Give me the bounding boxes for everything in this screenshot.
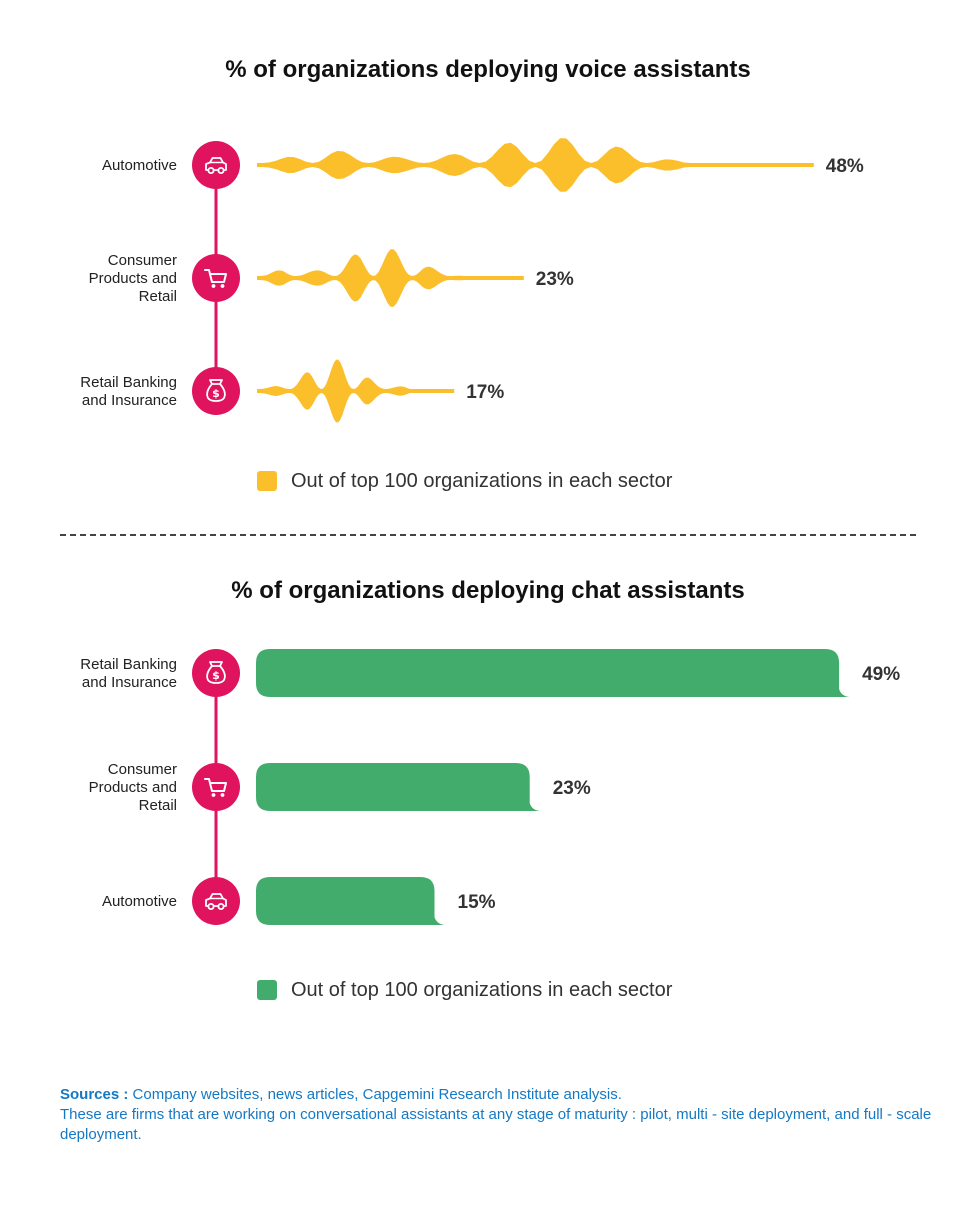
chat-legend-label: Out of top 100 organizations in each sec… [291,978,673,1001]
car-icon [192,141,240,189]
voice-category-label-0: Automotive [102,157,177,174]
sources-text: Company websites, news articles, Capgemi… [132,1086,622,1103]
chat-chart: $ Retail Banking and Insurance 49% Consumer P… [80,649,900,925]
shopping-cart-icon [192,763,240,811]
svg-text:$: $ [212,387,220,400]
voice-value-label-0: 48% [826,156,864,177]
section-divider [60,534,916,536]
chat-bar-2 [256,877,445,925]
voice-chart: Automotive 48% Consumer Products and Retail 2… [80,138,864,423]
voice-category-label-2: Retail Banking and Insurance [80,374,177,409]
chat-legend-swatch [257,980,277,1000]
chat-value-label-2: 15% [458,892,496,913]
chat-bar-1 [256,763,540,811]
sources-label: Sources : [60,1086,129,1103]
chat-chart-title: % of organizations deploying chat assist… [231,577,745,604]
car-icon [192,877,240,925]
chat-value-label-1: 23% [553,778,591,799]
voice-legend: Out of top 100 organizations in each sec… [257,470,672,492]
sources-footnote: These are firms that are working on conv… [60,1106,932,1143]
voice-value-label-1: 23% [536,269,574,290]
chat-category-label-2: Automotive [102,893,177,910]
voice-category-label-1: Consumer Products and Retail [89,252,177,305]
money-bag-icon: $ [192,367,240,415]
voice-legend-swatch [257,471,277,491]
chat-bar-0 [256,649,850,697]
sources-note: Sources : Company websites, news article… [60,1085,940,1145]
chat-value-label-0: 49% [862,664,900,685]
voice-bar-1 [257,249,524,307]
chat-category-label-0: Retail Banking and Insurance [80,656,177,691]
chat-category-label-1: Consumer Products and Retail [89,761,177,814]
voice-chart-title: % of organizations deploying voice assis… [225,56,751,83]
voice-bar-0 [257,138,814,192]
voice-bar-2 [257,359,455,423]
chat-legend: Out of top 100 organizations in each sec… [257,979,672,1001]
voice-value-label-2: 17% [466,382,504,403]
svg-text:$: $ [212,669,220,682]
voice-legend-label: Out of top 100 organizations in each sec… [291,469,673,492]
money-bag-icon: $ [192,649,240,697]
shopping-cart-icon [192,254,240,302]
